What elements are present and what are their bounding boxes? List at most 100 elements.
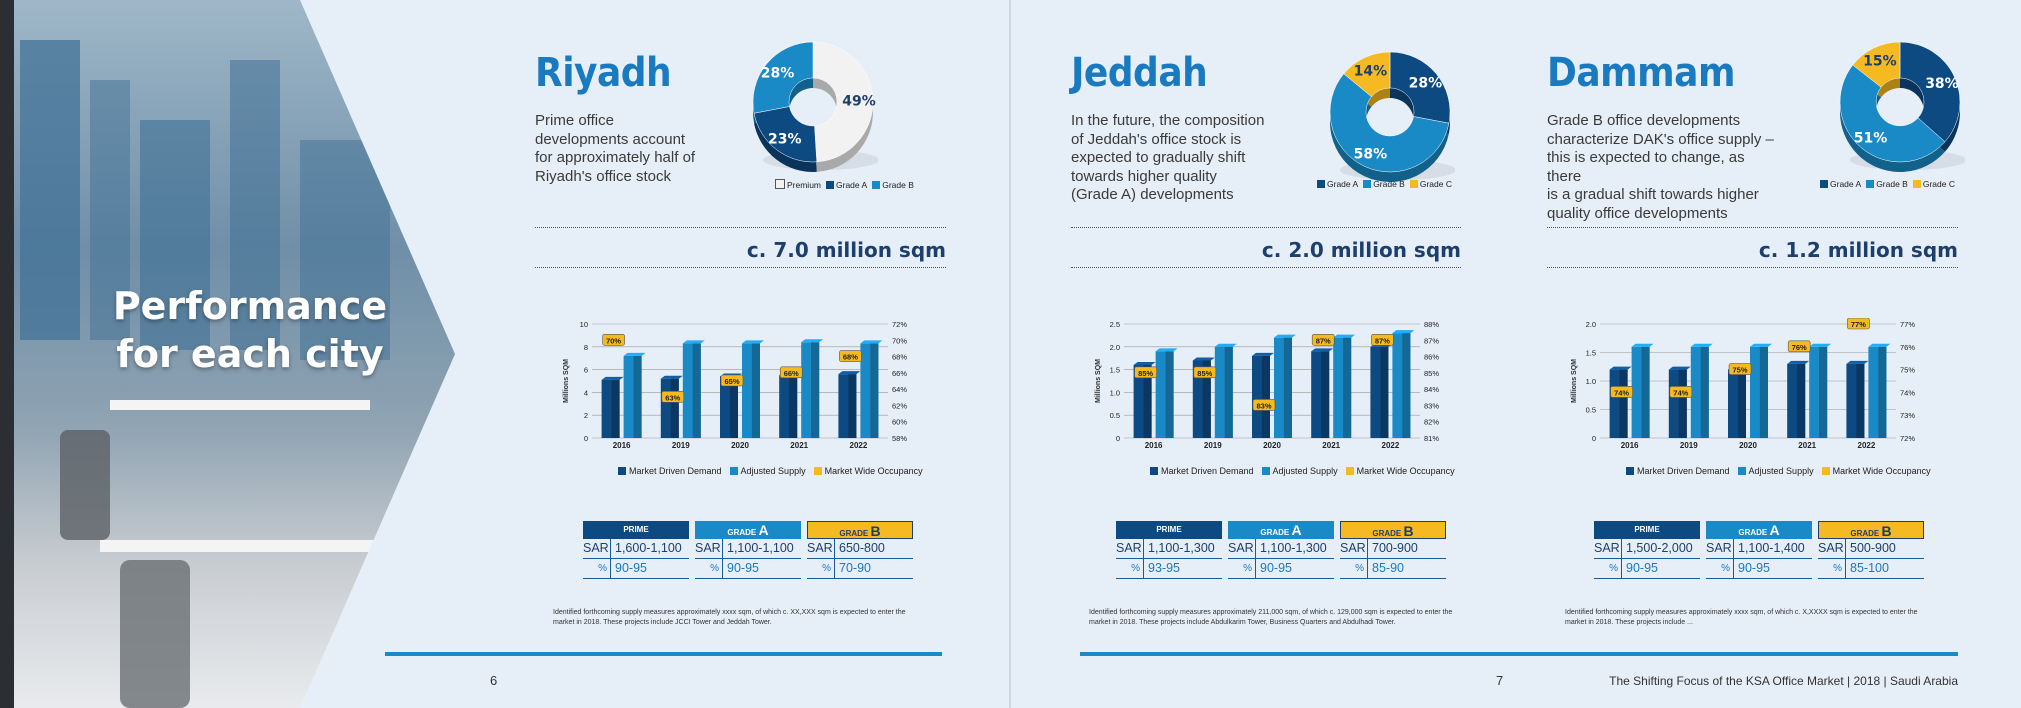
donut-slice-grade-c [1343, 51, 1391, 98]
y-tick-label: 6 [584, 366, 588, 375]
donut-slice-label: 38% [1925, 76, 1959, 92]
bar-top [601, 376, 624, 380]
rent-block-grade-b: GRADE B SAR 700-900% 85-90 [1340, 521, 1446, 579]
y-tick-label: 2 [584, 411, 588, 420]
donut-legend: Grade A Grade B Grade C [1815, 179, 1955, 189]
donut-chart: 28% 58% 14% [1325, 50, 1456, 194]
bar-shading [1224, 346, 1233, 438]
x-tick-label: 2020 [1739, 441, 1757, 448]
description-line: quality office developments [1547, 204, 1728, 222]
occupancy-badge [1669, 386, 1693, 398]
rent-occupancy-row: % 90-95 [1706, 559, 1812, 579]
occupancy-label: 75% [1732, 366, 1747, 375]
bar-shading [1165, 351, 1174, 438]
bar-shading [1283, 337, 1292, 438]
legend-label: Grade A [1327, 179, 1359, 189]
rent-pct-value: 85-90 [1372, 561, 1404, 575]
occupancy-badge [1134, 366, 1157, 379]
legend-swatch [1820, 180, 1828, 188]
dotted-rule-top [535, 227, 946, 228]
office-stock-total: c. 7.0 million sqm [746, 238, 946, 262]
legend-label: Grade C [1419, 179, 1452, 189]
bar-shading [1759, 346, 1768, 438]
footnote-line: market in 2018. These projects include .… [1565, 619, 1693, 626]
rent-grade-label: PRIME [1634, 525, 1660, 534]
chart-legend: Market Driven Demand Adjusted Supply Marke… [610, 466, 923, 476]
x-tick-label: 2019 [672, 441, 690, 448]
rent-grade-label: GRADE [727, 528, 759, 537]
occupancy-badge [661, 390, 685, 403]
rent-pct-value: 85-100 [1850, 561, 1889, 575]
bar-shading [633, 355, 642, 438]
y-tick-label: 2.0 [1586, 320, 1596, 329]
bar-top [860, 340, 883, 344]
chart-legend-swatch [1261, 467, 1270, 475]
x-tick-label: 2019 [1680, 441, 1698, 448]
bar-top [1392, 330, 1415, 334]
description-line: Prime office [535, 112, 614, 129]
legend-label: Grade A [836, 180, 868, 190]
description-line: of Jeddah's office stock is [1071, 130, 1242, 148]
bar-top [660, 375, 683, 379]
rent-block-grade-a: GRADE A SAR 1,100-1,300% 90-95 [1228, 521, 1334, 579]
bar-shading [1343, 337, 1352, 438]
y2-tick-label: 88% [1424, 320, 1439, 329]
rent-pct-label: % [1116, 559, 1144, 578]
x-tick-label: 2022 [1858, 441, 1876, 448]
occupancy-label: 85% [1138, 369, 1153, 378]
chart-legend-label: Adjusted Supply [1748, 466, 1814, 476]
bar-top [1809, 343, 1832, 347]
rent-sar-value: 1,100-1,300 [1148, 541, 1215, 555]
bar-top [1690, 343, 1713, 347]
rent-occupancy-row: % 93-95 [1116, 559, 1222, 579]
rent-block-grade-b: GRADE B SAR 500-900% 85-100 [1818, 521, 1924, 579]
chart-legend-label: Market Driven Demand [1637, 466, 1730, 476]
donut-legend: Grade A Grade B Grade C [1312, 179, 1452, 189]
y2-tick-label: 68% [892, 353, 907, 362]
rent-occupancy-row: % 90-95 [1594, 559, 1700, 579]
donut-legend: Premium Grade A Grade B [770, 179, 914, 190]
y-tick-label: 1.5 [1586, 349, 1596, 358]
bar-shading [1202, 360, 1211, 438]
rent-header: GRADE B [807, 521, 913, 539]
y2-tick-label: 74% [1900, 388, 1915, 397]
y-tick-label: 1.5 [1110, 366, 1120, 375]
rent-header: PRIME [1116, 521, 1222, 539]
chart-legend-swatch [1821, 467, 1830, 475]
bar-shading [1797, 363, 1806, 438]
rent-pct-label: % [583, 559, 611, 578]
rent-pct-label: % [1706, 559, 1734, 578]
footnote-line: Identified forthcoming supply measures a… [553, 609, 906, 616]
rent-sar-label: SAR [583, 539, 611, 558]
rent-grade-letter: B [1881, 523, 1892, 539]
donut-slice-label: 28% [1409, 76, 1443, 92]
y2-tick-label: 87% [1424, 336, 1439, 345]
donut-slice-label: 51% [1854, 130, 1888, 146]
bar-shading [1819, 346, 1828, 438]
y-tick-label: 0 [1116, 434, 1120, 443]
donut-slice-grade-a [1899, 41, 1961, 143]
rent-sar-row: SAR 1,600-1,100 [583, 539, 689, 559]
bar-top [838, 371, 861, 375]
bar-top [1192, 357, 1215, 361]
rent-header: GRADE A [1706, 521, 1812, 539]
cover-title-line2: for each city [116, 332, 384, 376]
rent-grade-label: PRIME [623, 525, 649, 534]
bar-top [1214, 343, 1237, 347]
y-axis-label: Millions SQM [563, 359, 570, 403]
rent-pct-label: % [1228, 559, 1256, 578]
description-line: is a gradual shift towards higher [1547, 186, 1759, 203]
chevron-frame [300, 0, 460, 708]
bar-shading [789, 375, 798, 438]
bar-shading [1261, 355, 1270, 438]
y2-tick-label: 64% [892, 385, 907, 394]
bar-top [1333, 334, 1356, 338]
legend-label: Grade A [1830, 179, 1862, 189]
bar-top [1274, 334, 1296, 338]
rent-occupancy-row: % 90-95 [1228, 559, 1334, 579]
bar-top [623, 352, 646, 356]
rent-sar-row: SAR 1,100-1,100 [695, 539, 801, 559]
bar-top [801, 339, 824, 343]
donut-chart: 38% 51% 15% [1835, 40, 1966, 184]
chart-legend-label: Market Wide Occupancy [1356, 466, 1455, 476]
